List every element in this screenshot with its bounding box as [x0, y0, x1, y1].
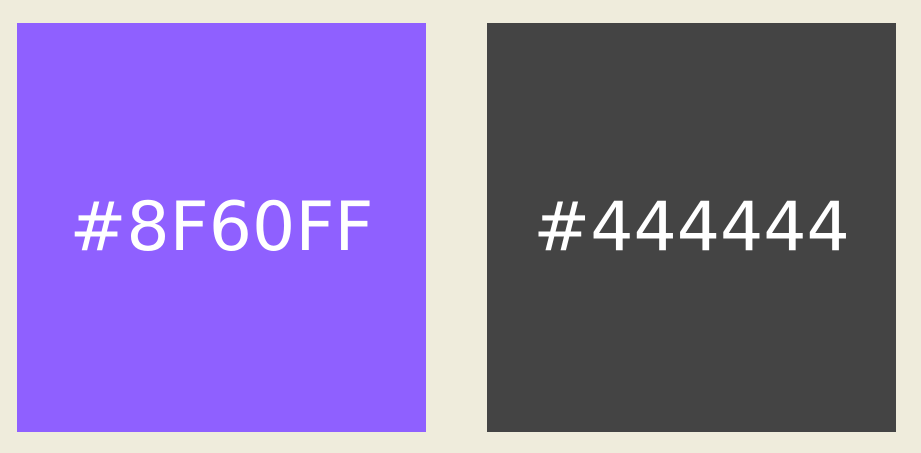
color-swatch-gray: #444444	[487, 23, 896, 432]
color-swatch-purple: #8F60FF	[17, 23, 426, 432]
swatch-hex-label: #8F60FF	[69, 187, 374, 267]
swatch-hex-label: #444444	[533, 187, 850, 267]
